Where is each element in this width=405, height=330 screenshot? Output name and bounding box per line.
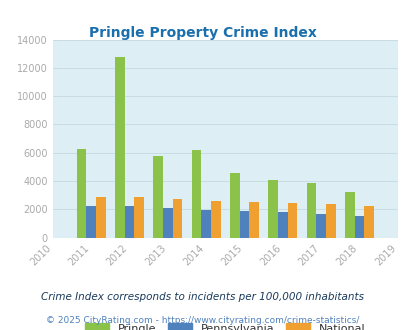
Bar	[77, 148, 86, 238]
Bar	[191, 150, 201, 238]
Bar	[325, 204, 335, 238]
Bar	[230, 173, 239, 238]
Bar	[344, 192, 354, 238]
Bar	[115, 56, 124, 238]
Bar	[306, 183, 315, 238]
Text: © 2025 CityRating.com - https://www.cityrating.com/crime-statistics/: © 2025 CityRating.com - https://www.city…	[46, 315, 359, 325]
Bar	[277, 212, 287, 238]
Text: Pringle Property Crime Index: Pringle Property Crime Index	[89, 26, 316, 40]
Bar	[249, 202, 258, 238]
Bar	[124, 206, 134, 238]
Bar	[239, 211, 249, 238]
Bar	[354, 216, 363, 238]
Bar	[96, 197, 105, 238]
Bar	[363, 207, 373, 238]
Bar	[315, 214, 325, 238]
Bar	[268, 180, 277, 238]
Bar	[172, 199, 182, 238]
Bar	[287, 203, 296, 238]
Bar	[163, 208, 172, 238]
Bar	[134, 197, 143, 238]
Bar	[86, 206, 96, 238]
Bar	[201, 210, 211, 238]
Bar	[211, 201, 220, 238]
Legend: Pringle, Pennsylvania, National: Pringle, Pennsylvania, National	[80, 318, 369, 330]
Text: Crime Index corresponds to incidents per 100,000 inhabitants: Crime Index corresponds to incidents per…	[41, 292, 364, 302]
Bar	[153, 155, 163, 238]
